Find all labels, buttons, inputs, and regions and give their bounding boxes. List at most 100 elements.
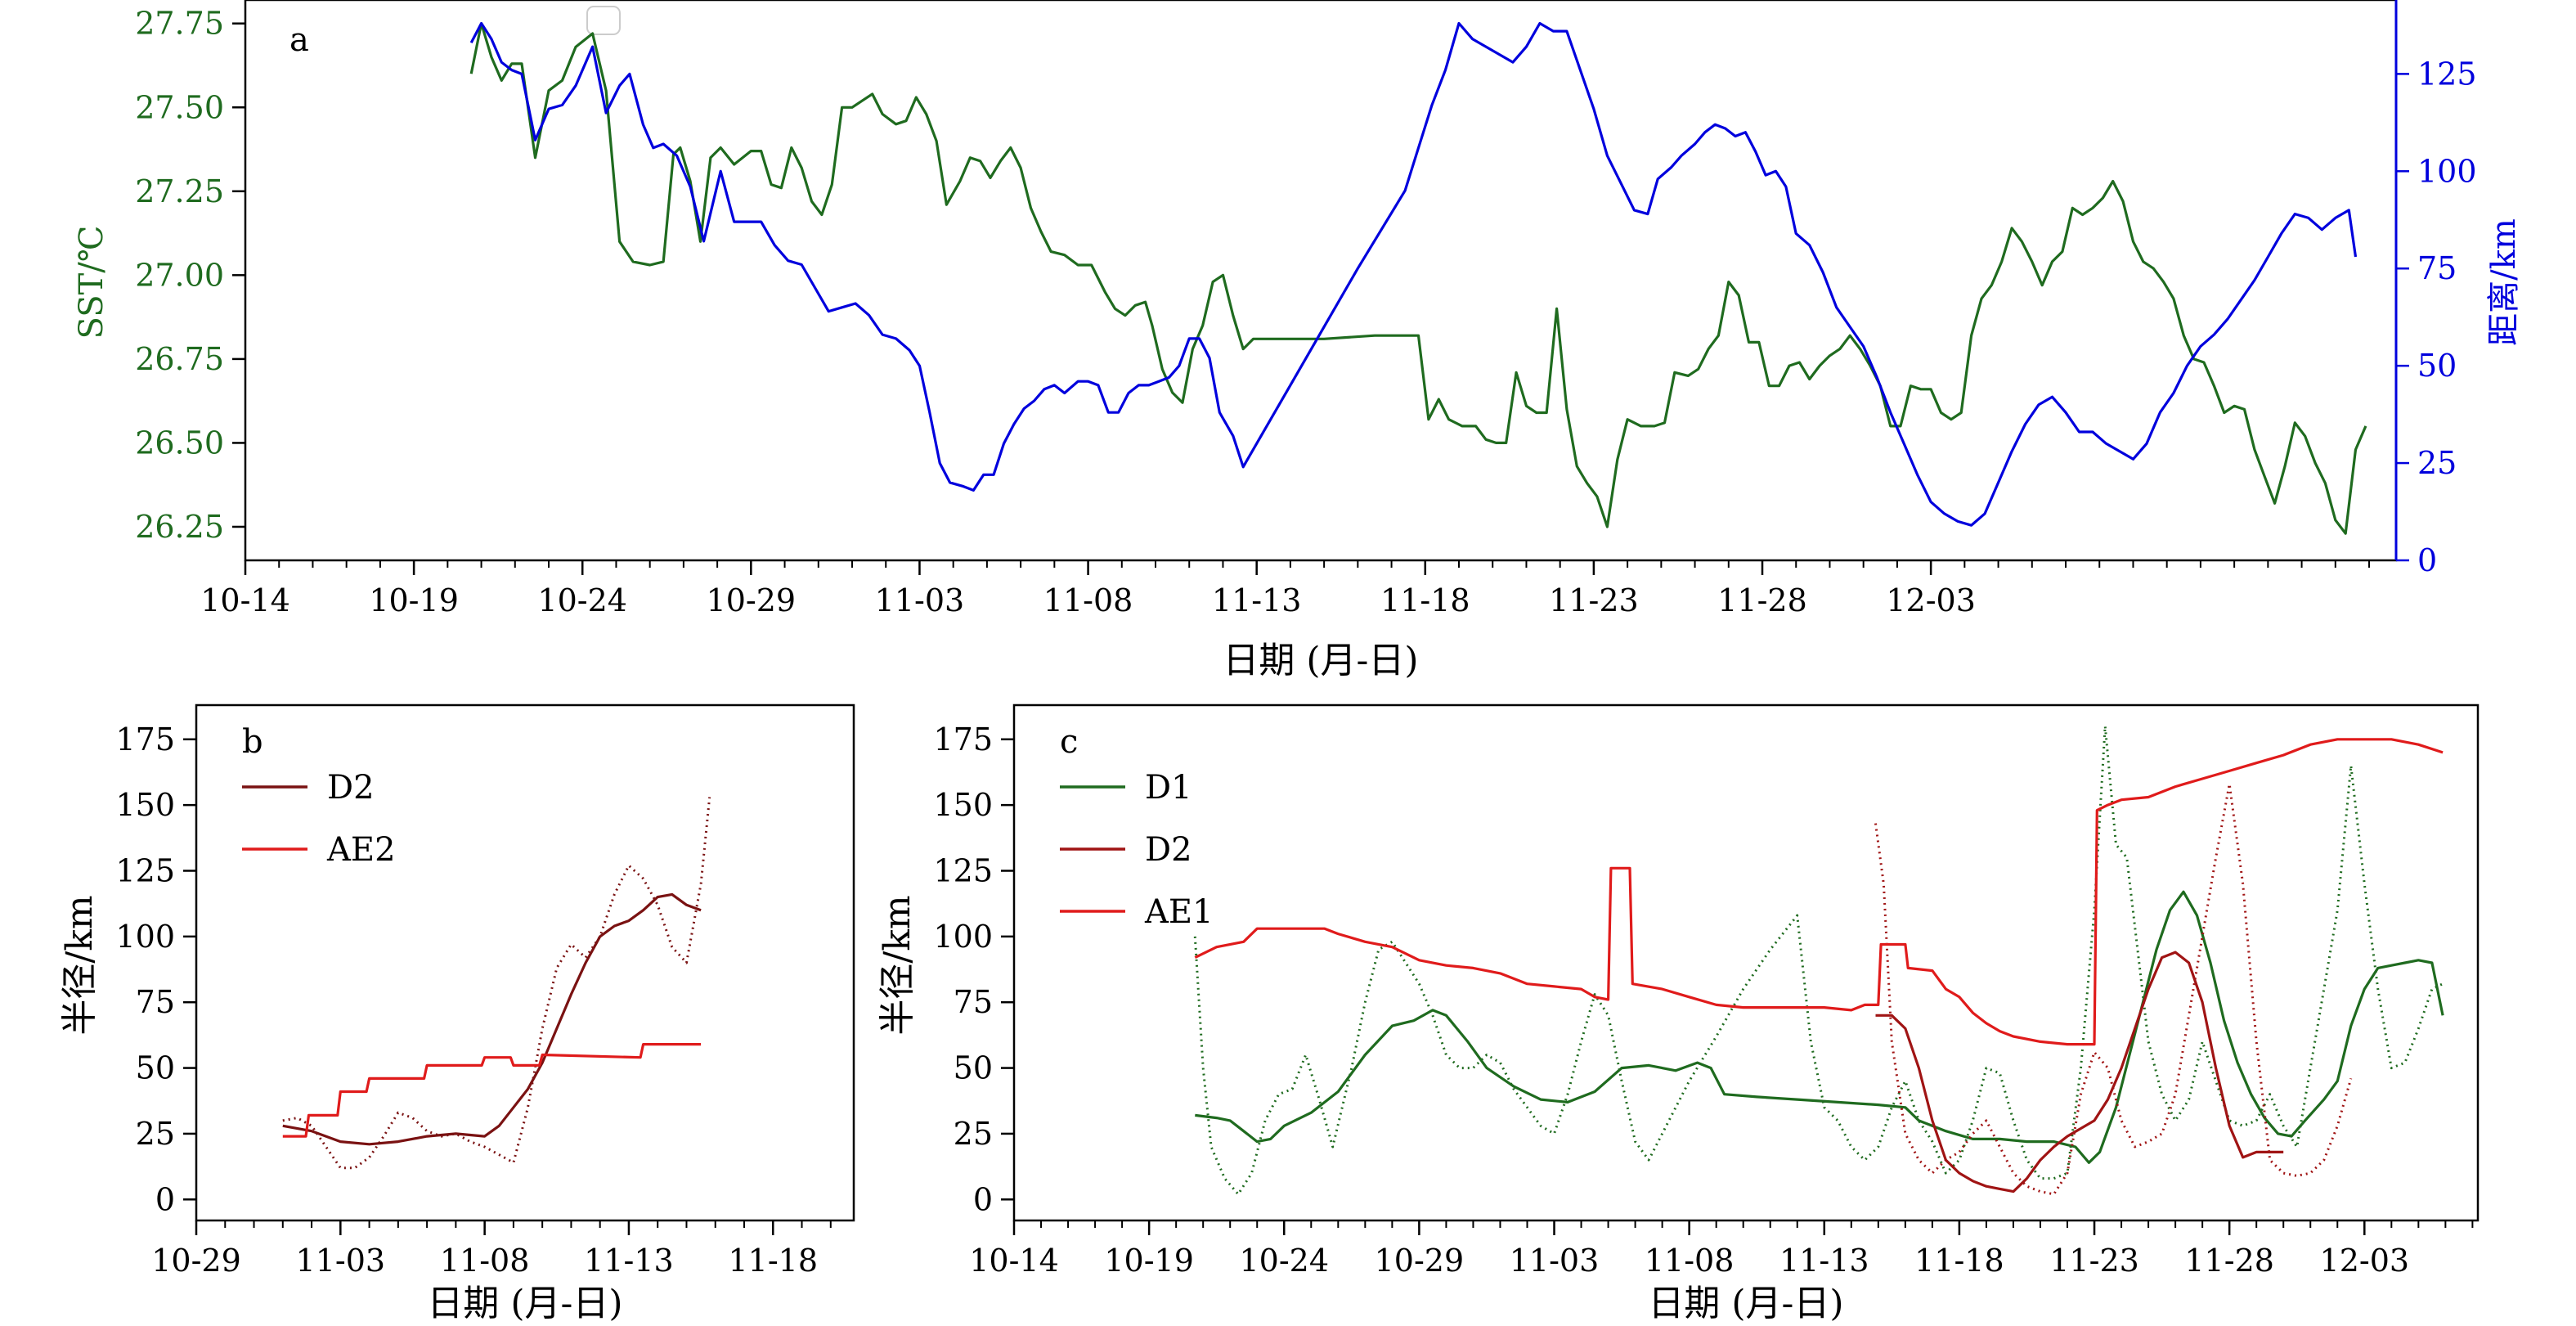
y-tick-label: 100 xyxy=(115,919,175,955)
x-tick-label: 11-08 xyxy=(1043,582,1133,618)
y-tick-label: 25 xyxy=(2417,445,2457,481)
series-line-SST xyxy=(469,22,2367,535)
panel-c-frame xyxy=(1012,703,2480,1222)
panel-c-ylabel: 半径/km xyxy=(877,895,918,1035)
series-line-AE1 xyxy=(1194,738,2444,1046)
y-tick-label: 50 xyxy=(2417,348,2457,384)
x-tick-label: 10-24 xyxy=(1239,1243,1329,1279)
panel-b-y-axis: 0 25 50 75 100 125 150 175 xyxy=(115,721,196,1217)
y-tick-label: 125 xyxy=(933,853,993,889)
legend-label: D1 xyxy=(1145,769,1192,807)
x-tick-label: 11-18 xyxy=(728,1243,818,1279)
legend-label: D2 xyxy=(1145,831,1192,869)
x-tick-label: 10-19 xyxy=(369,582,459,618)
panel-b-series xyxy=(282,797,711,1170)
x-tick-label: 11-13 xyxy=(1779,1243,1869,1279)
y-tick-label: 27.50 xyxy=(135,89,224,125)
panel-b-letter: b xyxy=(242,723,263,761)
panel-c-xlabel: 日期 (月-日) xyxy=(1648,1283,1843,1324)
x-tick-label: 12-03 xyxy=(2320,1243,2410,1279)
y-tick-label: 175 xyxy=(933,721,993,757)
legend-label: D2 xyxy=(327,769,375,807)
x-tick-label: 11-18 xyxy=(1914,1243,2004,1279)
panel-b-ylabel: 半径/km xyxy=(59,895,101,1035)
x-tick-label: 11-03 xyxy=(875,582,965,618)
y-tick-label: 25 xyxy=(136,1116,175,1152)
panel-b-frame xyxy=(195,703,855,1222)
panel-a-frame xyxy=(244,0,2398,562)
x-tick-label: 10-14 xyxy=(969,1243,1059,1279)
panel-c-letter: c xyxy=(1060,723,1078,761)
x-tick-label: 10-29 xyxy=(151,1243,241,1279)
x-tick-label: 10-24 xyxy=(537,582,627,618)
x-tick-label: 11-13 xyxy=(1212,582,1302,618)
y-tick-label: 100 xyxy=(933,919,993,955)
panel-c-series xyxy=(1193,725,2444,1196)
x-tick-label: 11-23 xyxy=(1549,582,1639,618)
panel-a-left-axis: 26.25 26.50 26.75 27.00 27.25 27.50 27.75 xyxy=(135,6,245,545)
panel-b-x-axis: 10-29 11-03 11-08 11-13 11-18 xyxy=(151,1220,832,1279)
series-line-dotted xyxy=(1193,725,2444,1196)
panel-a-right-axis: 0 25 50 75 100 125 xyxy=(2394,0,2477,578)
panel-b-xlabel: 日期 (月-日) xyxy=(427,1283,622,1324)
panel-a-x-axis: 10-14 10-19 10-24 10-29 11-03 11-08 11-13 11-18… xyxy=(200,560,2371,618)
series-line-dotted xyxy=(282,797,711,1170)
y-tick-label: 125 xyxy=(115,853,175,889)
y-tick-label: 0 xyxy=(2417,542,2437,578)
y-tick-label: 175 xyxy=(115,721,175,757)
series-line-dotted xyxy=(1874,782,2353,1196)
series-line-D1 xyxy=(1195,890,2444,1164)
y-tick-label: 50 xyxy=(136,1050,175,1086)
legend-box xyxy=(586,6,621,35)
series-line-D2 xyxy=(1875,951,2284,1193)
legend-label: AE2 xyxy=(326,831,396,869)
y-tick-label: 150 xyxy=(115,787,175,823)
y-tick-label: 0 xyxy=(973,1181,993,1217)
y-tick-label: 26.25 xyxy=(135,509,224,545)
panel-c-legend: D1 D2 AE1 xyxy=(1060,769,1214,931)
y-tick-label: 75 xyxy=(954,984,993,1020)
y-tick-label: 26.75 xyxy=(135,341,224,377)
y-tick-label: 50 xyxy=(954,1050,993,1086)
panel-a-ylabel-left: SST/℃ xyxy=(73,225,110,339)
y-tick-label: 100 xyxy=(2417,153,2477,189)
panel-b-legend: D2 AE2 xyxy=(242,769,396,869)
y-tick-label: 26.50 xyxy=(135,425,224,461)
x-tick-label: 11-23 xyxy=(2049,1243,2139,1279)
x-tick-label: 12-03 xyxy=(1886,582,1976,618)
y-tick-label: 27.25 xyxy=(135,173,224,209)
y-tick-label: 75 xyxy=(2417,250,2457,286)
panel-a-xlabel: 日期 (月-日) xyxy=(1223,640,1418,681)
x-tick-label: 10-14 xyxy=(200,582,290,618)
x-tick-label: 11-28 xyxy=(2184,1243,2274,1279)
y-tick-label: 25 xyxy=(954,1116,993,1152)
panel-a-ylabel-right: 距离/km xyxy=(2485,218,2523,346)
x-tick-label: 10-29 xyxy=(1375,1243,1465,1279)
legend-label: AE1 xyxy=(1144,893,1214,931)
y-tick-label: 75 xyxy=(136,984,175,1020)
y-tick-label: 150 xyxy=(933,787,993,823)
x-tick-label: 10-29 xyxy=(707,582,797,618)
x-tick-label: 11-08 xyxy=(440,1243,530,1279)
x-tick-label: 11-13 xyxy=(584,1243,674,1279)
panel-a: a 26.25 26.50 26.75 27.00 27.25 27.50 27.75 0 2… xyxy=(73,0,2523,681)
panel-a-series xyxy=(469,21,2367,535)
x-tick-label: 11-08 xyxy=(1645,1243,1735,1279)
series-line-D2 xyxy=(282,892,702,1146)
y-tick-label: 125 xyxy=(2417,56,2477,92)
y-tick-label: 27.00 xyxy=(135,257,224,293)
y-tick-label: 27.75 xyxy=(135,6,224,42)
panel-a-letter: a xyxy=(289,21,309,59)
x-tick-label: 11-28 xyxy=(1717,582,1807,618)
y-tick-label: 0 xyxy=(155,1181,175,1217)
series-line-AE2 xyxy=(282,1043,702,1138)
series-line-距离 xyxy=(469,21,2358,527)
x-tick-label: 11-18 xyxy=(1380,582,1470,618)
x-tick-label: 10-19 xyxy=(1104,1243,1194,1279)
panel-c-x-axis: 10-14 10-19 10-24 10-29 11-03 11-08 11-13 11-18… xyxy=(969,1220,2474,1279)
panel-b: b 0 25 50 75 100 125 150 175 10-29 11-03 11-08 11-… xyxy=(59,703,855,1324)
panel-c-y-axis: 0 25 50 75 100 125 150 175 xyxy=(933,721,1014,1217)
x-tick-label: 11-03 xyxy=(1510,1243,1600,1279)
